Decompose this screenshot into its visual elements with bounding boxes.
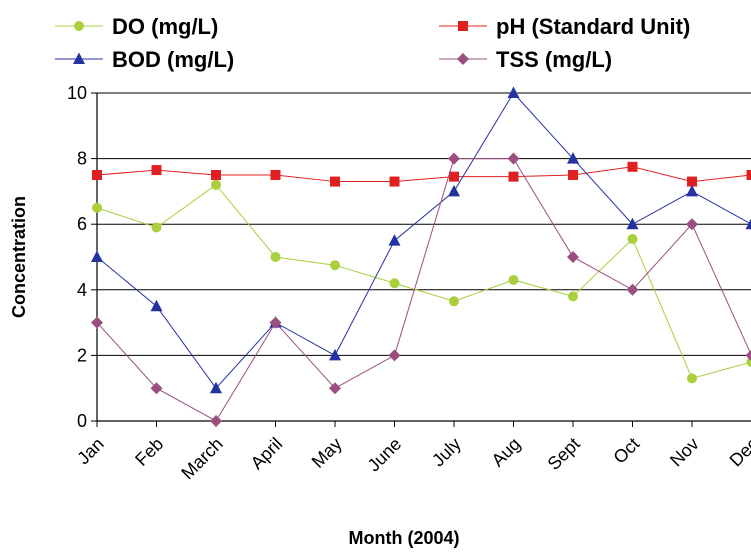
series-line [96,158,751,422]
legend-marker [73,52,85,64]
data-point [507,86,520,98]
legend: DO (mg/L) pH (Standard Unit) BOD (mg/L) TSS… [55,14,690,72]
y-tick-label: 4 [77,280,87,300]
data-point [568,291,578,302]
data-point [567,152,579,164]
data-point [627,233,638,244]
data-point [270,252,281,262]
data-point [211,170,221,180]
data-point [626,217,639,230]
data-point [211,179,221,190]
x-tick-label: Feb [131,434,167,470]
series-0 [92,179,751,384]
data-point [448,152,460,165]
legend-entry: BOD (mg/L) [55,47,234,72]
y-axis-title: Concentration [9,196,29,318]
data-point [508,171,519,182]
data-point [269,316,282,329]
data-point [687,373,697,384]
data-point [330,176,340,187]
data-point [330,260,340,271]
data-point [210,381,222,394]
x-tick-label: Sept [544,434,584,474]
data-point [329,382,341,395]
data-point [151,222,162,233]
series-line [96,184,751,379]
data-point [449,296,459,307]
series-line [96,92,751,389]
data-point [745,218,751,230]
x-tick-label: April [247,434,287,474]
data-point [449,171,459,182]
data-point [210,415,222,427]
y-tick-label: 6 [77,214,87,234]
series-line [96,166,751,183]
series-group [91,86,751,427]
legend-entry: TSS (mg/L) [439,47,612,72]
x-tick-label: Oct [609,434,643,468]
data-point [92,202,102,213]
data-point [91,316,103,329]
data-point [627,161,638,172]
data-point [151,165,162,176]
legend-label: DO (mg/L) [112,14,218,39]
data-point [687,176,697,187]
data-point [388,234,401,246]
data-point [329,348,341,361]
x-tick-label: May [308,434,346,472]
data-point [626,283,639,296]
data-point [92,170,102,180]
y-tick-label: 0 [77,411,87,431]
data-point [389,278,400,289]
series-1 [92,161,751,187]
data-point [746,170,751,180]
data-point [448,184,460,197]
legend-label: BOD (mg/L) [112,47,234,72]
legend-marker [74,21,84,31]
x-tick-label: Nov [666,434,703,471]
data-point [686,184,698,197]
data-point [745,349,751,361]
x-tick-label: Aug [488,434,525,471]
data-point [150,299,163,312]
y-tick-label: 10 [67,83,87,103]
legend-label: TSS (mg/L) [496,47,612,72]
data-point [389,176,400,187]
axes: 0 2 4 6 8 10 Jan Feb March April May June July Aug Sep… [67,83,751,483]
y-tick-label: 2 [77,345,87,365]
data-point [388,349,401,362]
x-tick-label: July [428,434,465,471]
data-point [568,170,578,180]
series-3 [91,152,751,427]
gridlines [97,92,751,356]
legend-label: pH (Standard Unit) [496,14,690,39]
data-point [91,250,103,262]
x-tick-label: March [177,434,227,484]
data-point [150,382,163,395]
data-point [567,251,579,263]
data-point [686,218,698,231]
y-tick-label: 8 [77,149,87,169]
legend-entry: pH (Standard Unit) [439,14,690,39]
x-tick-label: June [364,434,406,476]
x-axis-title: Month (2004) [348,528,459,548]
x-tick-label: Dec [726,434,751,471]
x-tick-label: Jan [73,434,108,469]
legend-entry: DO (mg/L) [55,14,218,39]
legend-marker [458,21,468,31]
series-2 [91,86,751,394]
data-point [508,274,519,285]
data-point [270,170,281,180]
legend-marker [457,53,469,65]
data-point [507,152,520,165]
